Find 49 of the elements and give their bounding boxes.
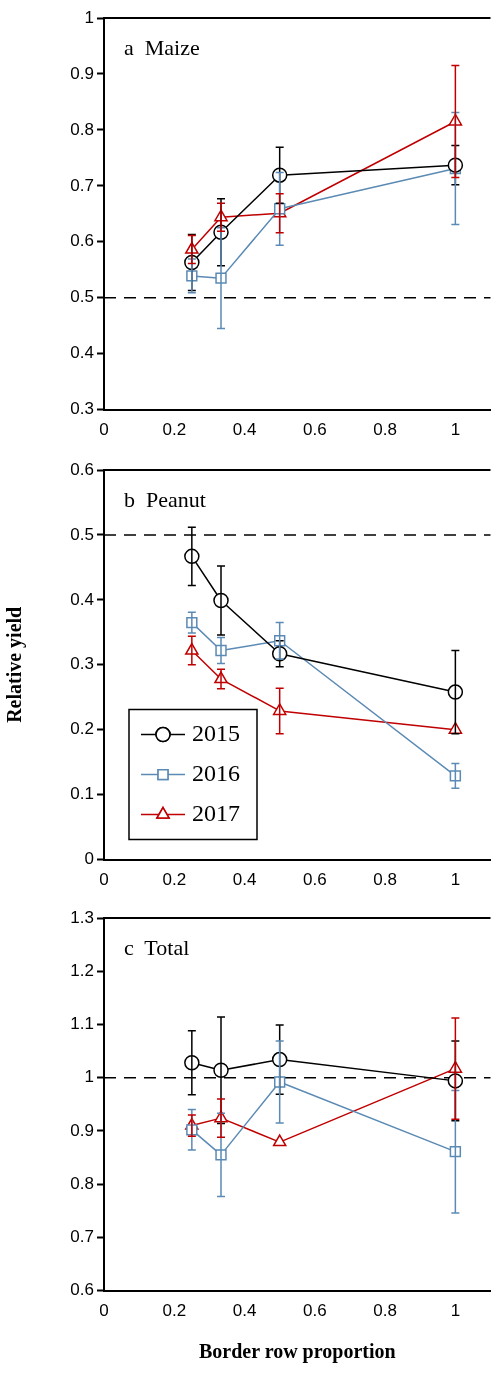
y-tick-label: 0.1	[70, 784, 94, 804]
x-tick-label: 0.6	[303, 870, 327, 890]
y-tick-label: 0.7	[70, 175, 94, 195]
y-tick-label: 1.2	[70, 960, 94, 980]
legend-label: 2017	[192, 799, 240, 826]
y-tick-label: 0.3	[70, 399, 94, 419]
x-tick-label: 1	[450, 420, 461, 440]
y-tick-label: 1	[84, 1067, 94, 1087]
y-tick-label: 0.9	[70, 63, 94, 83]
x-tick-label: 0	[99, 420, 109, 440]
y-tick-label: 1.3	[70, 907, 94, 927]
y-tick-label: 0.4	[70, 343, 94, 363]
y-tick-label: 0.8	[70, 119, 94, 139]
x-tick-label: 0.2	[162, 420, 187, 440]
x-tick-label: 0.6	[303, 1301, 327, 1321]
y-tick-label: 0.9	[70, 1120, 94, 1140]
y-tick-label: 0.2	[70, 719, 94, 739]
y-tick-label: 1	[84, 7, 94, 27]
x-tick-label: 0.2	[162, 870, 187, 890]
y-tick-label: 0	[84, 849, 94, 869]
y-tick-label: 0.5	[70, 524, 94, 544]
x-tick-label: 0	[99, 1301, 109, 1321]
y-tick-label: 0.8	[70, 1173, 94, 1193]
annotation: b Peanut	[124, 486, 206, 512]
legend-label: 2015	[192, 719, 240, 746]
x-tick-label: 0.4	[232, 870, 257, 890]
y-tick-label: 0.3	[70, 654, 94, 674]
x-tick-label: 0.4	[232, 420, 257, 440]
y-tick-label: 0.5	[70, 287, 94, 307]
y-tick-label: 0.7	[70, 1227, 94, 1247]
y-axis-title: Relative yield	[3, 606, 27, 723]
y-tick-label: 0.4	[70, 589, 94, 609]
x-tick-label: 0.8	[373, 1301, 397, 1321]
y-tick-label: 0.6	[70, 459, 94, 479]
x-tick-label: 0.6	[303, 420, 327, 440]
y-tick-label: 0.6	[70, 1280, 94, 1300]
legend-label: 2016	[192, 759, 240, 786]
x-axis-title: Border row proportion	[198, 1340, 396, 1364]
x-tick-label: 0.4	[232, 1301, 257, 1321]
y-tick-label: 1.1	[70, 1014, 94, 1034]
x-tick-label: 1	[450, 870, 461, 890]
x-tick-label: 0.2	[162, 1301, 187, 1321]
x-tick-label: 1	[450, 1301, 461, 1321]
x-tick-label: 0	[99, 870, 109, 890]
annotation: a Maize	[124, 34, 200, 60]
y-tick-label: 0.6	[70, 231, 94, 251]
x-tick-label: 0.8	[373, 420, 397, 440]
x-tick-label: 0.8	[373, 870, 397, 890]
annotation: c Total	[124, 934, 190, 960]
